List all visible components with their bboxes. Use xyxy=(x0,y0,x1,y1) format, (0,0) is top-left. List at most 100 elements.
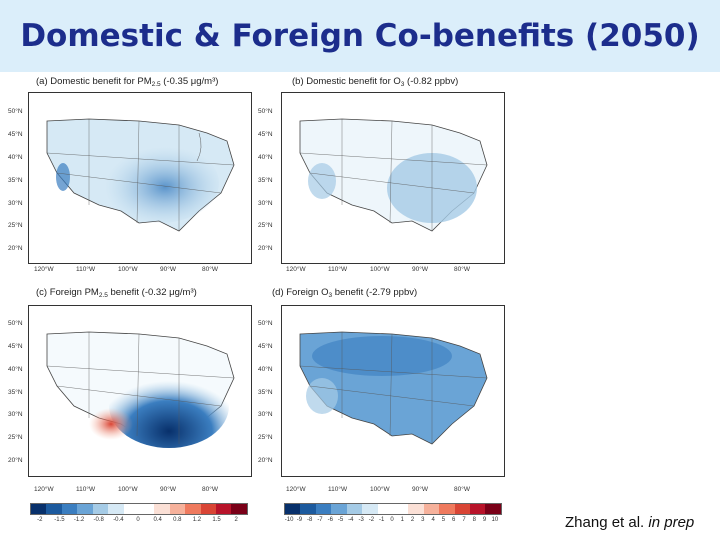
lat-20: 20°N xyxy=(258,457,273,464)
colorbar-tick-label: 6 xyxy=(452,517,456,523)
colorbar-swatch xyxy=(485,504,501,514)
lat-50: 50°N xyxy=(8,108,23,115)
colorbar-swatch xyxy=(285,504,301,514)
lat-45: 45°N xyxy=(258,343,273,350)
colorbar-swatch xyxy=(231,504,247,514)
colorbar-swatch xyxy=(200,504,217,514)
colorbar-tick-label: -4 xyxy=(348,517,354,523)
colorbar-tick-label: -5 xyxy=(337,517,344,523)
lat-45: 45°N xyxy=(258,131,273,138)
lon-90: 90°W xyxy=(412,486,428,493)
colorbar-tick-label: -10 xyxy=(284,517,294,523)
colorbar-tick-label: -1.2 xyxy=(73,517,85,523)
colorbar-swatch xyxy=(123,504,139,514)
lon-120: 120°W xyxy=(34,266,54,273)
lon-120: 120°W xyxy=(286,486,306,493)
colorbar-swatch xyxy=(470,504,486,514)
lat-25: 25°N xyxy=(8,222,23,229)
lat-20: 20°N xyxy=(258,245,273,252)
colorbar-tick-label: 1.5 xyxy=(212,517,221,523)
lat-40: 40°N xyxy=(8,154,23,161)
lon-120: 120°W xyxy=(286,266,306,273)
lon-100: 100°W xyxy=(370,486,390,493)
colorbar-swatch xyxy=(439,504,455,514)
lat-25: 25°N xyxy=(258,434,273,441)
colorbar-tick-label: 0.8 xyxy=(173,517,182,523)
colorbar-tick-label: 0.4 xyxy=(153,517,162,523)
map-foreign-o3 xyxy=(281,305,505,477)
colorbar-swatch xyxy=(454,504,471,514)
colorbar-tick-label: 0 xyxy=(390,517,394,523)
title-band xyxy=(0,0,720,72)
colorbar-tick-label: -2 xyxy=(368,517,375,523)
lon-100: 100°W xyxy=(118,486,138,493)
lat-50: 50°N xyxy=(8,320,23,327)
colorbar-o3 xyxy=(284,503,502,515)
lat-30: 30°N xyxy=(258,200,273,207)
lat-40: 40°N xyxy=(8,366,23,373)
colorbar-tick-label: 5 xyxy=(441,517,446,523)
lat-50: 50°N xyxy=(258,108,273,115)
lon-90: 90°W xyxy=(412,266,428,273)
map-domestic-pm25 xyxy=(28,92,252,264)
colorbar-pm25 xyxy=(30,503,248,515)
lat-25: 25°N xyxy=(8,434,23,441)
colorbar-swatch xyxy=(315,504,332,514)
lon-100: 100°W xyxy=(118,266,138,273)
credit-text: Zhang et al. in prep xyxy=(565,514,695,531)
colorbar-swatch xyxy=(408,504,424,514)
colorbar-tick-label: 2 xyxy=(234,517,238,523)
panel-c-label: (c) Foreign PM2.5 benefit (-0.32 μg/m³) xyxy=(36,287,197,299)
colorbar-tick-label: -6 xyxy=(327,517,333,523)
lon-80: 80°W xyxy=(202,266,218,273)
colorbar-swatch xyxy=(138,504,155,514)
lat-35: 35°N xyxy=(258,177,273,184)
panel-b-label: (b) Domestic benefit for O3 (-0.82 ppbv) xyxy=(292,76,459,88)
colorbar-tick-label: -0.8 xyxy=(93,517,104,523)
lat-40: 40°N xyxy=(258,154,273,161)
lon-90: 90°W xyxy=(160,266,176,273)
colorbar-swatch xyxy=(331,504,347,514)
lon-110: 110°W xyxy=(76,266,96,273)
lon-80: 80°W xyxy=(454,266,470,273)
colorbar-swatch xyxy=(377,504,393,514)
lat-35: 35°N xyxy=(258,389,273,396)
lat-30: 30°N xyxy=(8,200,23,207)
colorbar-pm25-ticks: -2 -1.5 -1.2 -0.8 -0.4 0 0.4 0.8 1.2 1.5 2 xyxy=(30,517,246,527)
map-foreign-pm25 xyxy=(28,305,252,477)
lat-20: 20°N xyxy=(8,245,23,252)
colorbar-swatch xyxy=(46,504,62,514)
panel-d-label: (d) Foreign O3 benefit (-2.79 ppbv) xyxy=(272,287,418,299)
lon-110: 110°W xyxy=(328,486,348,493)
colorbar-tick-label: 7 xyxy=(462,517,466,523)
lon-120: 120°W xyxy=(34,486,54,493)
lat-35: 35°N xyxy=(8,177,23,184)
colorbar-swatch xyxy=(92,504,109,514)
colorbar-swatch xyxy=(185,504,201,514)
colorbar-o3-ticks: -10 -9 -8 -7 -6 -5 -4 -3 -2 -1 0 1 2 3 4 5 6 7 8 9 10 xyxy=(284,517,500,527)
colorbar-tick-label: -9 xyxy=(296,517,303,523)
colorbar-tick-label: 8 xyxy=(472,517,476,523)
colorbar-tick-label: -0.4 xyxy=(113,517,124,523)
lon-80: 80°W xyxy=(202,486,218,493)
colorbar-swatch xyxy=(77,504,93,514)
colorbar-tick-label: 9 xyxy=(482,517,487,523)
lon-110: 110°W xyxy=(76,486,96,493)
lon-80: 80°W xyxy=(454,486,470,493)
lat-45: 45°N xyxy=(8,131,23,138)
colorbar-swatch xyxy=(346,504,363,514)
colorbar-swatch xyxy=(61,504,78,514)
colorbar-swatch xyxy=(108,504,124,514)
colorbar-tick-label: -2 xyxy=(37,517,43,523)
lat-20: 20°N xyxy=(8,457,23,464)
lat-50: 50°N xyxy=(258,320,273,327)
colorbar-swatch xyxy=(31,504,47,514)
colorbar-tick-label: -3 xyxy=(358,517,364,523)
colorbar-swatch xyxy=(392,504,409,514)
lon-90: 90°W xyxy=(160,486,176,493)
colorbar-swatch xyxy=(154,504,170,514)
lat-35: 35°N xyxy=(8,389,23,396)
lon-110: 110°W xyxy=(328,266,348,273)
colorbar-swatch xyxy=(362,504,378,514)
colorbar-tick-label: -8 xyxy=(307,517,313,523)
